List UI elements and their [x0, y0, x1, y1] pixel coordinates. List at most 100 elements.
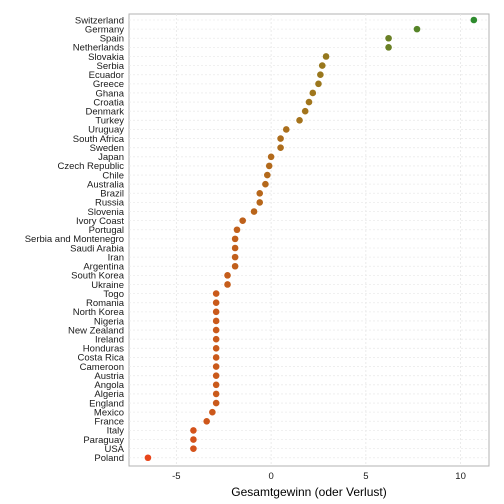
data-point	[309, 89, 317, 97]
data-point	[262, 180, 269, 188]
data-point	[203, 417, 210, 425]
data-point	[267, 153, 275, 161]
y-tick-label: Iran	[108, 252, 124, 263]
y-tick-label: Ivory Coast	[76, 216, 124, 227]
y-tick-label: Portugal	[89, 225, 124, 236]
data-point	[317, 71, 324, 79]
x-tick-label: 0	[268, 471, 273, 482]
data-point	[212, 326, 220, 334]
data-point	[315, 80, 322, 88]
y-tick-label: Uruguay	[88, 125, 124, 136]
y-tick-label: Sweden	[90, 143, 124, 154]
y-tick-label: Spain	[100, 34, 124, 45]
y-tick-label: Poland	[94, 453, 124, 464]
y-tick-label: Costa Rica	[78, 353, 125, 364]
y-tick-label: Australia	[87, 179, 125, 190]
data-point	[212, 363, 220, 370]
plot-panel	[128, 13, 490, 467]
y-tick-label: Ukraine	[91, 280, 124, 291]
data-point	[233, 226, 241, 234]
data-point	[385, 44, 392, 51]
y-tick-label: Switzerland	[75, 15, 124, 26]
y-tick-label: Austria	[94, 371, 124, 382]
y-tick-label: Saudi Arabia	[70, 243, 125, 254]
data-point	[318, 62, 326, 69]
x-tick-labels: -5 0 5 10	[172, 471, 466, 482]
data-point	[212, 308, 220, 316]
y-tick-label: Cameroon	[80, 362, 124, 373]
y-tick-label: Japan	[98, 152, 124, 163]
data-point	[209, 408, 216, 416]
y-tick-label: Turkey	[95, 116, 124, 127]
data-point	[256, 189, 264, 197]
grid-layer	[129, 14, 489, 466]
data-point	[264, 171, 271, 179]
y-tick-label: Ecuador	[89, 70, 124, 81]
y-tick-label: Germany	[85, 24, 124, 35]
point-layer	[144, 16, 478, 462]
data-point	[301, 107, 309, 115]
y-tick-label: New Zealand	[68, 325, 124, 336]
data-point	[212, 345, 220, 352]
data-point	[231, 262, 239, 270]
data-point	[265, 162, 273, 170]
data-point	[470, 16, 478, 24]
y-tick-label: Denmark	[85, 107, 124, 118]
y-tick-label: Czech Republic	[57, 161, 124, 172]
data-point	[212, 399, 220, 407]
y-tick-label: Brazil	[100, 189, 124, 200]
y-tick-label: South Korea	[71, 271, 125, 282]
y-tick-label: Angola	[94, 380, 124, 391]
x-tick-label: 5	[363, 471, 368, 482]
data-point	[224, 281, 231, 288]
data-point	[250, 208, 258, 215]
data-point	[190, 427, 197, 434]
data-point	[277, 144, 284, 151]
y-tick-label: Mexico	[94, 407, 124, 418]
y-tick-label: Ghana	[95, 88, 124, 99]
data-point	[305, 98, 313, 106]
y-tick-labels: SwitzerlandGermanySpainNetherlandsSlovak…	[25, 15, 125, 464]
y-tick-label: Algeria	[94, 389, 124, 400]
y-tick-label: Honduras	[83, 344, 124, 355]
y-tick-label: Slovenia	[88, 207, 125, 218]
y-tick-label: Chile	[102, 170, 124, 181]
y-tick-label: Italy	[107, 426, 125, 437]
y-tick-label: USA	[104, 444, 124, 455]
data-point	[190, 445, 197, 452]
y-tick-label: Netherlands	[73, 43, 124, 54]
y-tick-label: Nigeria	[94, 316, 125, 327]
data-point	[212, 290, 220, 297]
y-tick-label: Romania	[86, 298, 125, 309]
y-tick-label: Paraguay	[83, 435, 124, 446]
x-tick-label: 10	[455, 471, 466, 482]
data-point	[413, 25, 421, 33]
data-point	[212, 335, 220, 343]
y-tick-label: South Africa	[73, 134, 125, 145]
data-point	[212, 390, 220, 398]
data-point	[296, 117, 303, 124]
y-tick-label: Argentina	[83, 262, 124, 273]
y-tick-label: North Korea	[73, 307, 125, 318]
data-point	[212, 381, 220, 389]
data-point	[231, 253, 239, 261]
y-tick-label: Serbia	[97, 61, 125, 72]
data-point	[231, 235, 239, 243]
y-tick-label: Ireland	[95, 335, 124, 346]
data-point	[212, 317, 220, 325]
y-tick-label: Croatia	[93, 97, 124, 108]
data-point	[256, 199, 264, 206]
data-point	[239, 217, 246, 224]
data-point	[231, 244, 239, 252]
data-point	[277, 135, 284, 142]
data-point	[212, 354, 220, 361]
data-point	[224, 272, 231, 279]
data-point	[190, 436, 197, 443]
data-point	[385, 34, 392, 42]
y-tick-label: England	[89, 398, 124, 409]
y-tick-label: Serbia and Montenegro	[25, 234, 124, 245]
y-tick-label: Togo	[103, 289, 124, 300]
y-tick-label: Slovakia	[88, 52, 125, 63]
data-point	[212, 299, 220, 307]
